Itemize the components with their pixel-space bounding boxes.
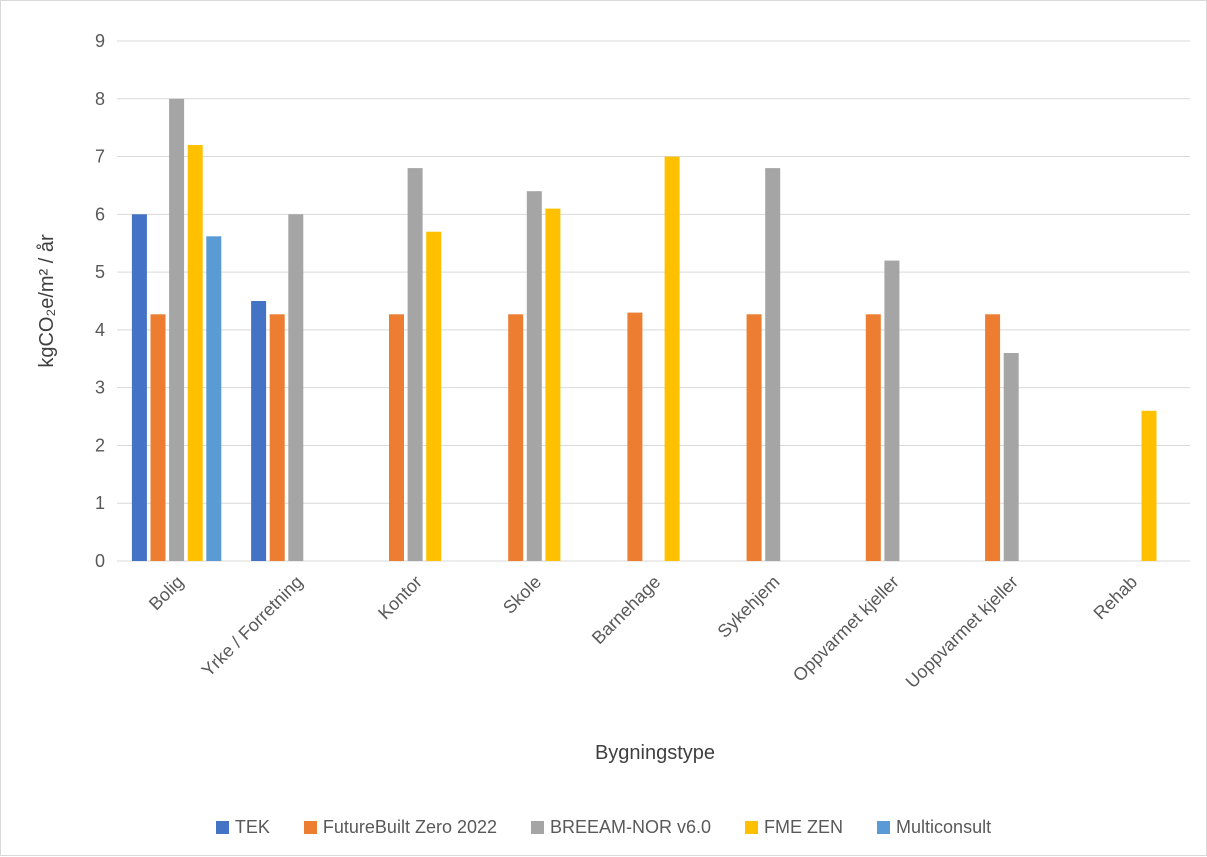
bar bbox=[131, 214, 147, 562]
bar bbox=[1003, 353, 1019, 561]
bar bbox=[187, 145, 203, 561]
legend-label: BREEAM-NOR v6.0 bbox=[550, 816, 712, 837]
legend-item: TEK bbox=[215, 816, 270, 838]
y-tick-label: 0 bbox=[95, 551, 105, 571]
y-tick-label: 2 bbox=[95, 435, 105, 455]
legend-item: BREEAM-NOR v6.0 bbox=[531, 817, 711, 838]
x-tick-label: Uoppvarmet kjeller bbox=[902, 572, 1022, 692]
bar bbox=[150, 314, 166, 561]
bar bbox=[664, 156, 680, 561]
legend-label: FME ZEN bbox=[764, 816, 844, 837]
legend-swatch bbox=[215, 820, 229, 834]
legend-swatch bbox=[303, 820, 317, 834]
legend-item: FME ZEN bbox=[745, 817, 843, 838]
y-axis-title: kgCO₂e/m² / år bbox=[36, 234, 58, 368]
y-tick-label: 4 bbox=[95, 320, 105, 340]
legend-swatch bbox=[877, 820, 891, 834]
legend-label: TEK bbox=[234, 816, 270, 837]
bar bbox=[407, 168, 423, 561]
y-tick-label: 6 bbox=[95, 204, 105, 224]
bar bbox=[1141, 410, 1157, 561]
bar bbox=[884, 260, 900, 561]
bar bbox=[985, 314, 1001, 561]
y-tick-label: 1 bbox=[95, 493, 105, 513]
x-tick-label: Bolig bbox=[145, 572, 187, 614]
bar bbox=[746, 314, 762, 561]
bar bbox=[206, 236, 222, 562]
bars bbox=[131, 98, 1157, 562]
bar bbox=[269, 314, 285, 561]
legend-label: Multiconsult bbox=[896, 816, 992, 837]
legend: TEK FutureBuilt Zero 2022 BREEAM-NOR v6.0 F… bbox=[0, 812, 1207, 842]
y-tick-label: 3 bbox=[95, 378, 105, 398]
legend-item: Multiconsult bbox=[877, 817, 991, 838]
bar bbox=[545, 208, 561, 561]
bar bbox=[627, 312, 643, 561]
y-axis-ticks: 0 1 2 3 4 5 6 7 8 9 bbox=[95, 31, 105, 571]
x-tick-label: Barnehage bbox=[588, 572, 664, 648]
legend-swatch bbox=[745, 820, 759, 834]
x-tick-label: Sykehjem bbox=[714, 572, 784, 642]
x-tick-label: Yrke / Forretning bbox=[198, 572, 307, 681]
bar bbox=[389, 314, 404, 561]
bar bbox=[765, 168, 781, 561]
y-tick-label: 5 bbox=[95, 262, 105, 282]
y-tick-label: 7 bbox=[95, 147, 105, 167]
legend-label: FutureBuilt Zero 2022 bbox=[322, 816, 497, 837]
bar bbox=[526, 191, 542, 561]
x-axis-title: Bygningstype bbox=[595, 742, 715, 764]
bar bbox=[508, 314, 524, 561]
bar bbox=[865, 314, 881, 561]
x-tick-label: Oppvarmet kjeller bbox=[789, 572, 903, 686]
bar bbox=[288, 214, 304, 562]
legend-item: FutureBuilt Zero 2022 bbox=[303, 816, 497, 838]
y-tick-label: 9 bbox=[95, 31, 105, 51]
bar bbox=[169, 98, 185, 562]
x-tick-label: Kontor bbox=[374, 572, 426, 624]
x-tick-label: Rehab bbox=[1090, 572, 1142, 624]
legend-swatch bbox=[531, 820, 544, 834]
bar bbox=[251, 301, 267, 561]
y-tick-label: 8 bbox=[95, 89, 105, 109]
x-axis-ticks: Bolig Yrke / Forretning Kontor Skole Barneha… bbox=[145, 572, 1141, 692]
x-tick-label: Skole bbox=[499, 572, 545, 618]
bar bbox=[426, 231, 442, 561]
